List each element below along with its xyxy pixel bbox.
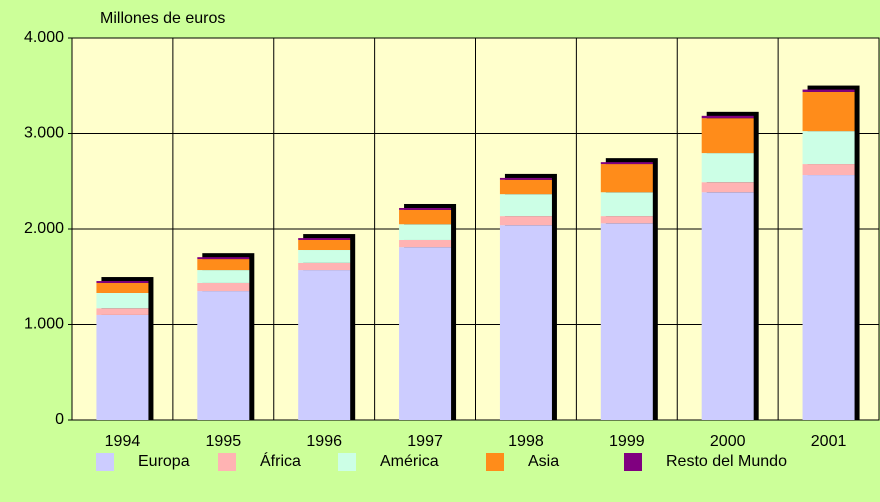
- bar-segment: [96, 314, 149, 420]
- bar-segment: [802, 164, 855, 176]
- bar-segment: [399, 239, 452, 248]
- bar-segment: [600, 192, 653, 217]
- bar-segment: [399, 207, 452, 210]
- y-tick-label: 1.000: [24, 316, 64, 333]
- bar-segment: [701, 115, 754, 119]
- bar-segment: [600, 164, 653, 193]
- bar-segment: [701, 192, 754, 420]
- legend-swatch: [96, 453, 114, 471]
- x-tick-label: 1994: [105, 433, 141, 450]
- y-tick-label: 3.000: [24, 125, 64, 142]
- bar-segment: [96, 282, 149, 293]
- bar-segment: [96, 292, 149, 309]
- bar-segment: [399, 247, 452, 420]
- bar-segment: [298, 270, 351, 420]
- bar-segment: [600, 223, 653, 420]
- bar-segment: [197, 257, 250, 260]
- x-tick-label: 2001: [811, 433, 847, 450]
- bar-segment: [298, 239, 351, 251]
- legend-swatch: [338, 453, 356, 471]
- bar-segment: [298, 238, 351, 240]
- legend-label: África: [260, 451, 301, 470]
- bar-segment: [96, 308, 149, 315]
- y-axis-label: Millones de euros: [100, 10, 225, 27]
- bar-segment: [298, 262, 351, 271]
- bar-segment: [802, 91, 855, 132]
- x-tick-label: 1996: [306, 433, 342, 450]
- x-tick-label: 1998: [508, 433, 544, 450]
- bar-segment: [499, 216, 552, 226]
- bar-segment: [600, 216, 653, 224]
- bar-segment: [197, 259, 250, 271]
- x-tick-label: 2000: [710, 433, 746, 450]
- y-tick-label: 4.000: [24, 29, 64, 46]
- bar-segment: [499, 225, 552, 420]
- legend-label: América: [380, 453, 439, 470]
- bar-segment: [499, 177, 552, 180]
- bar-segment: [701, 153, 754, 183]
- legend-label: Europa: [138, 453, 190, 470]
- legend-swatch: [218, 453, 236, 471]
- bar-segment: [499, 179, 552, 195]
- x-tick-label: 1999: [609, 433, 645, 450]
- x-tick-label: 1997: [407, 433, 443, 450]
- legend-label: Asia: [528, 453, 559, 470]
- bar-segment: [802, 175, 855, 420]
- legend-label: Resto del Mundo: [666, 453, 787, 470]
- bar-segment: [197, 291, 250, 420]
- y-tick-label: 0: [55, 411, 64, 428]
- bar-segment: [96, 281, 149, 283]
- bar-segment: [499, 194, 552, 217]
- legend-swatch: [624, 453, 642, 471]
- bar-segment: [600, 162, 653, 165]
- bar-segment: [298, 250, 351, 263]
- bar-segment: [802, 89, 855, 92]
- bar-segment: [399, 209, 452, 225]
- legend-swatch: [486, 453, 504, 471]
- bar-segment: [802, 131, 855, 165]
- y-tick-label: 2.000: [24, 220, 64, 237]
- x-tick-label: 1995: [206, 433, 242, 450]
- bar-segment: [399, 224, 452, 240]
- bar-segment: [197, 270, 250, 283]
- bar-segment: [197, 282, 250, 292]
- bar-segment: [701, 182, 754, 193]
- bar-segment: [701, 118, 754, 154]
